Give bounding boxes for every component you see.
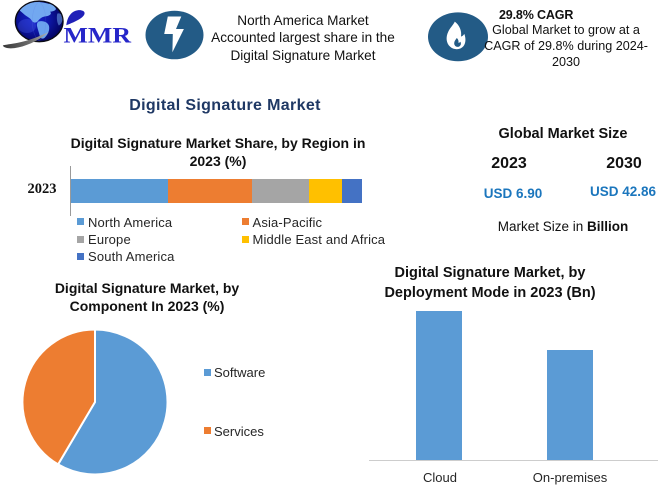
svg-text:MMR: MMR (64, 23, 133, 48)
